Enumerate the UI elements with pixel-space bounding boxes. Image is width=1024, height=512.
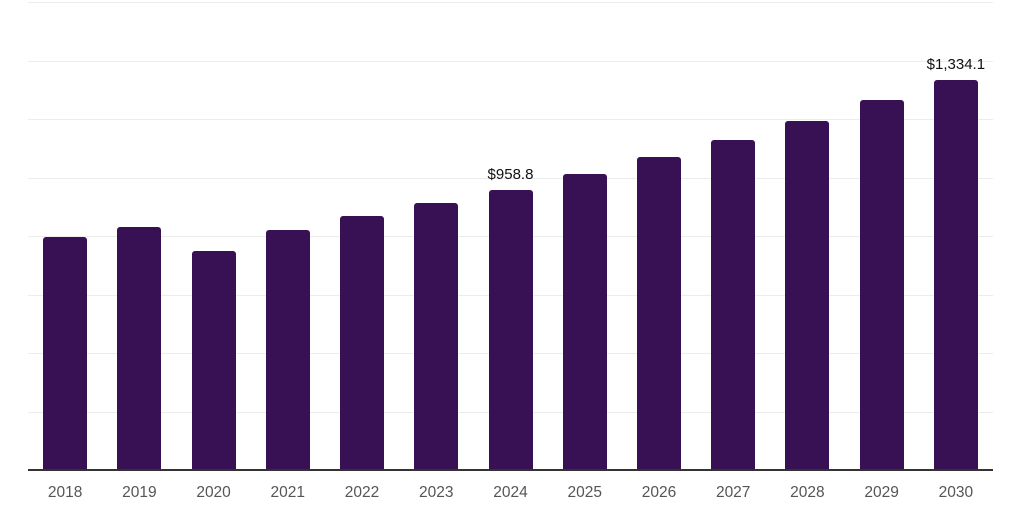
x-tick-label-2021: 2021 xyxy=(270,484,306,501)
bar-2024 xyxy=(488,189,533,470)
x-tick-label-2026: 2026 xyxy=(641,484,677,501)
gridline-1400 xyxy=(28,60,993,62)
bar-2022 xyxy=(340,216,385,470)
x-tick-label-2029: 2029 xyxy=(864,484,899,501)
gridline-1000 xyxy=(28,177,993,179)
bar-2021 xyxy=(265,230,310,470)
bar-2018 xyxy=(43,237,88,470)
x-axis-line xyxy=(28,469,993,471)
data-label-2024: $958.8 xyxy=(487,165,534,183)
x-tick-label-2024: 2024 xyxy=(493,484,528,501)
x-tick-label-2022: 2022 xyxy=(344,484,380,501)
x-tick-label-2028: 2028 xyxy=(790,484,825,501)
data-label-2030: $1,334.1 xyxy=(926,55,986,73)
bar-2019 xyxy=(117,227,162,470)
bar-2020 xyxy=(191,250,236,470)
bar-2030 xyxy=(933,79,978,470)
bar-2026 xyxy=(636,156,681,470)
bar-2023 xyxy=(414,203,459,470)
gridline-1200 xyxy=(28,119,993,120)
gridline-1600 xyxy=(28,2,993,3)
x-tick-label-2027: 2027 xyxy=(715,484,751,501)
x-tick-label-2019: 2019 xyxy=(122,484,157,501)
x-tick-label-2020: 2020 xyxy=(196,484,231,501)
bar-2028 xyxy=(785,121,830,470)
x-tick-label-2025: 2025 xyxy=(567,484,602,501)
bar-2027 xyxy=(711,140,756,470)
x-tick-label-2023: 2023 xyxy=(419,484,454,501)
bar-2025 xyxy=(562,173,607,470)
bar-2029 xyxy=(859,99,904,470)
x-tick-label-2018: 2018 xyxy=(47,484,83,501)
x-tick-label-2030: 2030 xyxy=(938,484,974,501)
